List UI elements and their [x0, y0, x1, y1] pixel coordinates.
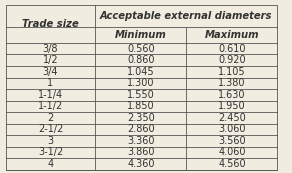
Text: 1-1/2: 1-1/2	[38, 101, 63, 111]
Text: 3.360: 3.360	[127, 136, 154, 146]
Text: 0.610: 0.610	[218, 44, 246, 54]
Text: 1.045: 1.045	[127, 67, 155, 77]
Text: 1/2: 1/2	[43, 55, 58, 65]
Text: 3: 3	[47, 136, 53, 146]
Text: 4.060: 4.060	[218, 147, 246, 157]
Text: 4.560: 4.560	[218, 159, 246, 169]
Text: 1.300: 1.300	[127, 78, 154, 88]
Text: 1.630: 1.630	[218, 90, 246, 100]
Text: 1.380: 1.380	[218, 78, 246, 88]
Text: 2: 2	[47, 113, 54, 123]
Text: 4.360: 4.360	[127, 159, 154, 169]
Text: Acceptable external diameters: Acceptable external diameters	[100, 11, 273, 21]
Text: 3/4: 3/4	[43, 67, 58, 77]
Text: 2.860: 2.860	[127, 124, 155, 134]
Text: 2-1/2: 2-1/2	[38, 124, 63, 134]
Text: 0.920: 0.920	[218, 55, 246, 65]
Text: 2.350: 2.350	[127, 113, 155, 123]
Text: 3.560: 3.560	[218, 136, 246, 146]
Text: 3-1/2: 3-1/2	[38, 147, 63, 157]
Text: 1.950: 1.950	[218, 101, 246, 111]
Text: 1: 1	[47, 78, 53, 88]
Text: 1.105: 1.105	[218, 67, 246, 77]
Text: Minimum: Minimum	[115, 30, 167, 40]
Text: 4: 4	[47, 159, 53, 169]
Text: 1.550: 1.550	[127, 90, 155, 100]
Text: 3.860: 3.860	[127, 147, 154, 157]
Text: 0.860: 0.860	[127, 55, 154, 65]
Text: 2.450: 2.450	[218, 113, 246, 123]
Text: Trade size: Trade size	[22, 19, 79, 29]
Text: 1.850: 1.850	[127, 101, 155, 111]
Text: 3/8: 3/8	[43, 44, 58, 54]
Text: Maximum: Maximum	[205, 30, 259, 40]
Text: 1-1/4: 1-1/4	[38, 90, 63, 100]
Text: 3.060: 3.060	[218, 124, 246, 134]
Text: 0.560: 0.560	[127, 44, 155, 54]
